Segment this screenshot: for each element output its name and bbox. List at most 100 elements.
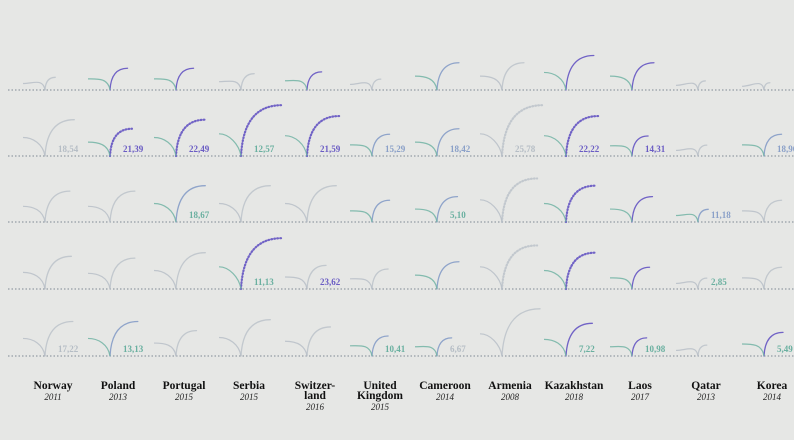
- value-label: 10,41: [385, 344, 406, 354]
- arc-mark: [631, 266, 651, 290]
- arc-mark: [500, 177, 539, 224]
- arc-mark-left: [741, 343, 765, 357]
- value-label: 7,22: [579, 344, 595, 354]
- arc-mark: [306, 326, 332, 357]
- value-label: 5,49: [777, 344, 793, 354]
- arc-mark-left: [609, 145, 633, 157]
- arc-mark-left: [284, 79, 308, 91]
- year-label: 2014: [763, 392, 781, 402]
- arc-mark: [763, 266, 783, 290]
- value-label: 2,85: [711, 277, 727, 287]
- arc-mark-left: [479, 133, 503, 157]
- arc-mark: [44, 119, 75, 157]
- arc-mark-left: [675, 148, 699, 157]
- arc-mark-left: [543, 135, 567, 157]
- arc-mark: [631, 337, 648, 357]
- arc-mark-left: [543, 71, 567, 91]
- arc-mark-left: [218, 80, 242, 91]
- year-label: 2015: [240, 392, 258, 402]
- value-label: 15,29: [385, 144, 406, 154]
- country-label: Korea: [756, 380, 788, 392]
- arc-mark: [44, 76, 56, 91]
- arc-mark-left: [543, 269, 567, 290]
- value-label: 11,13: [254, 277, 274, 287]
- arc-mark: [564, 114, 600, 158]
- arc-mark-left: [87, 78, 111, 91]
- arc-mark: [240, 319, 271, 357]
- value-label: 10,98: [645, 344, 666, 354]
- arc-mark: [436, 128, 460, 157]
- arc-mark-left: [22, 271, 46, 290]
- arc-mark-left: [414, 75, 438, 91]
- arc-mark-left: [609, 277, 633, 290]
- value-label: 12,57: [254, 144, 275, 154]
- arc-mark-left: [87, 337, 111, 357]
- arc-mark: [240, 73, 255, 91]
- value-label: 17,22: [58, 344, 79, 354]
- country-label: Kazakhstan: [544, 380, 604, 392]
- arc-mark-left: [741, 144, 765, 157]
- arc-mark: [240, 185, 271, 223]
- arc-mark-left: [218, 336, 242, 357]
- arc-mark-left: [543, 338, 567, 357]
- arc-mark: [175, 67, 195, 91]
- value-label: 18,42: [450, 144, 471, 154]
- arc-mark: [436, 62, 460, 91]
- arc-mark: [44, 320, 74, 357]
- arc-mark: [371, 78, 382, 91]
- arc-mark: [306, 264, 327, 290]
- country-label: Poland: [100, 380, 136, 392]
- arc-mark: [175, 185, 206, 223]
- year-label: 2014: [436, 392, 454, 402]
- arc-mark: [239, 104, 284, 158]
- arc-mark-left: [479, 266, 503, 290]
- arc-mark-left: [675, 82, 699, 91]
- value-label: 18,67: [189, 210, 210, 220]
- arc-mark-left: [153, 136, 177, 157]
- arc-mark-left: [349, 278, 373, 290]
- arc-mark-left: [675, 281, 699, 290]
- country-label: Cameroon: [419, 380, 471, 392]
- arc-mark-left: [349, 82, 373, 91]
- value-label: 13,13: [123, 344, 144, 354]
- value-label: 11,18: [711, 210, 731, 220]
- arc-mark-left: [153, 202, 177, 223]
- arc-mark: [500, 244, 539, 291]
- arc-mark: [239, 237, 284, 291]
- arc-mark-left: [284, 202, 308, 223]
- arc-mark-left: [479, 75, 503, 91]
- arc-mark: [371, 268, 389, 290]
- arc-mark-left: [218, 266, 242, 290]
- arc-mark: [631, 195, 654, 223]
- arc-mark: [631, 135, 649, 157]
- country-label: Serbia: [233, 380, 265, 392]
- arc-mark: [697, 344, 708, 357]
- arc-mark-left: [479, 199, 503, 223]
- country-label: Switzer-land: [294, 380, 336, 402]
- arc-mark: [501, 308, 541, 357]
- arc-mark-left: [284, 135, 308, 157]
- arc-mark: [371, 133, 391, 157]
- value-label: 21,39: [123, 144, 144, 154]
- arc-mark-left: [22, 136, 46, 157]
- value-label: 14,31: [645, 144, 666, 154]
- arc-mark: [174, 118, 207, 158]
- arc-mark-left: [609, 345, 633, 357]
- arc-mark-left: [741, 277, 765, 290]
- country-label: Armenia: [488, 380, 532, 392]
- arc-mark-left: [22, 81, 46, 91]
- arc-mark-left: [741, 210, 765, 223]
- value-label: 18,54: [58, 144, 79, 154]
- arc-mark: [500, 104, 545, 158]
- arc-mark: [44, 255, 72, 290]
- value-label: 6,67: [450, 344, 466, 354]
- value-label: 18,96: [777, 144, 794, 154]
- arc-mark-left: [414, 274, 438, 290]
- value-label: 22,49: [189, 144, 210, 154]
- arc-mark: [109, 190, 136, 223]
- arc-mark-left: [414, 208, 438, 223]
- year-label: 2018: [565, 392, 583, 402]
- arc-mark: [763, 82, 771, 91]
- arc-mark-left: [22, 205, 46, 223]
- country-label: Laos: [628, 380, 652, 392]
